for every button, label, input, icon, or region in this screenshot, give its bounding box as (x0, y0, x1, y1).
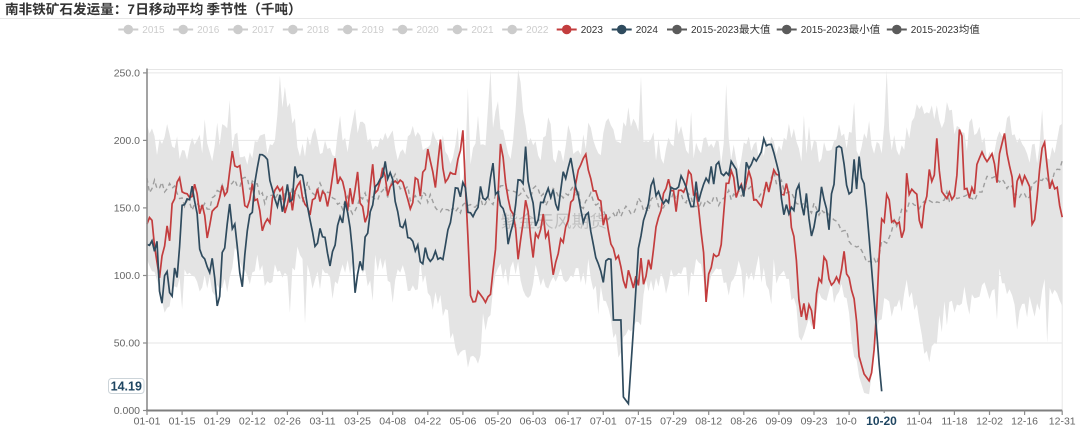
svg-text:06-17: 06-17 (555, 416, 582, 428)
svg-text:2015-2023: 2015-2023 (691, 25, 739, 36)
svg-text:250.0: 250.0 (114, 68, 140, 80)
svg-text:10-07: 10-07 (836, 416, 863, 428)
svg-text:2020: 2020 (417, 25, 440, 36)
svg-text:04-08: 04-08 (379, 416, 406, 428)
svg-text:03-11: 03-11 (309, 416, 335, 428)
svg-text:0.000: 0.000 (114, 405, 140, 417)
svg-text:7: 7 (127, 2, 135, 17)
svg-text:2024: 2024 (636, 25, 659, 36)
svg-text:50.00: 50.00 (114, 338, 140, 350)
svg-text:2015: 2015 (142, 25, 165, 36)
svg-text:200.0: 200.0 (114, 135, 140, 147)
svg-text:08-26: 08-26 (730, 416, 757, 428)
svg-text:14.19: 14.19 (111, 379, 142, 393)
svg-text:09-23: 09-23 (801, 416, 828, 428)
svg-text:2016: 2016 (197, 25, 220, 36)
svg-text:01-01: 01-01 (134, 416, 161, 428)
svg-text:12-16: 12-16 (1011, 416, 1038, 428)
svg-text:07-29: 07-29 (660, 416, 687, 428)
svg-text:2022: 2022 (526, 25, 549, 36)
svg-text:2017: 2017 (252, 25, 275, 36)
svg-text:02-26: 02-26 (274, 416, 301, 428)
svg-text:06-03: 06-03 (520, 416, 547, 428)
svg-text:150.0: 150.0 (114, 203, 140, 215)
svg-text:100.0: 100.0 (114, 270, 140, 282)
svg-text:04-22: 04-22 (414, 416, 441, 428)
svg-text:2015-2023: 2015-2023 (801, 25, 849, 36)
svg-text:11-18: 11-18 (941, 416, 967, 428)
svg-text:12-31: 12-31 (1049, 416, 1076, 428)
svg-text:07-15: 07-15 (625, 416, 652, 428)
svg-text:09-09: 09-09 (765, 416, 792, 428)
svg-text:2019: 2019 (362, 25, 385, 36)
svg-text:05-20: 05-20 (485, 416, 512, 428)
svg-text:08-12: 08-12 (695, 416, 722, 428)
svg-text:05-06: 05-06 (449, 416, 476, 428)
svg-text:2023: 2023 (581, 25, 604, 36)
svg-text:11-04: 11-04 (906, 416, 932, 428)
svg-text:2015-2023: 2015-2023 (911, 25, 959, 36)
svg-text:10-20: 10-20 (866, 414, 897, 428)
svg-text:2021: 2021 (471, 25, 494, 36)
svg-text:12-02: 12-02 (976, 416, 1003, 428)
svg-text:2018: 2018 (307, 25, 330, 36)
svg-text:03-25: 03-25 (344, 416, 371, 428)
svg-text:07-01: 07-01 (590, 416, 617, 428)
svg-text:01-15: 01-15 (169, 416, 196, 428)
svg-text:01-29: 01-29 (204, 416, 231, 428)
svg-text:02-12: 02-12 (239, 416, 266, 428)
